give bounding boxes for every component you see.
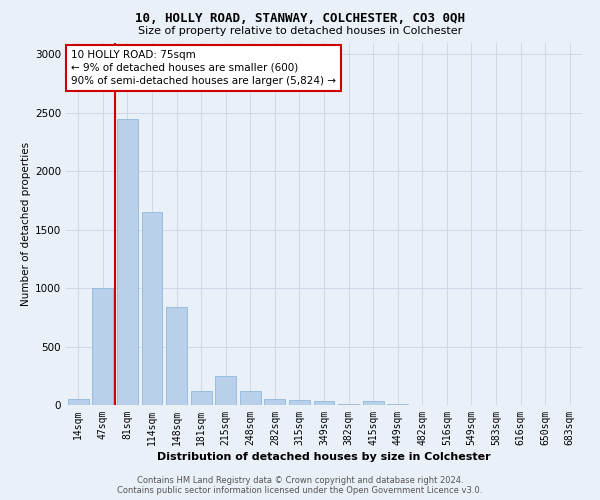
Bar	[142, 212, 163, 405]
Bar	[117, 118, 138, 405]
Bar	[68, 399, 89, 405]
Bar	[215, 376, 236, 405]
Text: Size of property relative to detached houses in Colchester: Size of property relative to detached ho…	[138, 26, 462, 36]
X-axis label: Distribution of detached houses by size in Colchester: Distribution of detached houses by size …	[157, 452, 491, 462]
Bar	[92, 288, 113, 405]
Text: Contains HM Land Registry data © Crown copyright and database right 2024.
Contai: Contains HM Land Registry data © Crown c…	[118, 476, 482, 495]
Bar	[265, 398, 286, 405]
Text: 10, HOLLY ROAD, STANWAY, COLCHESTER, CO3 0QH: 10, HOLLY ROAD, STANWAY, COLCHESTER, CO3…	[135, 12, 465, 26]
Bar	[191, 391, 212, 405]
Bar	[362, 402, 383, 405]
Bar	[240, 391, 261, 405]
Text: 10 HOLLY ROAD: 75sqm
← 9% of detached houses are smaller (600)
90% of semi-detac: 10 HOLLY ROAD: 75sqm ← 9% of detached ho…	[71, 50, 336, 86]
Bar	[166, 307, 187, 405]
Bar	[338, 404, 359, 405]
Bar	[289, 400, 310, 405]
Bar	[314, 402, 334, 405]
Bar	[387, 404, 408, 405]
Y-axis label: Number of detached properties: Number of detached properties	[21, 142, 31, 306]
